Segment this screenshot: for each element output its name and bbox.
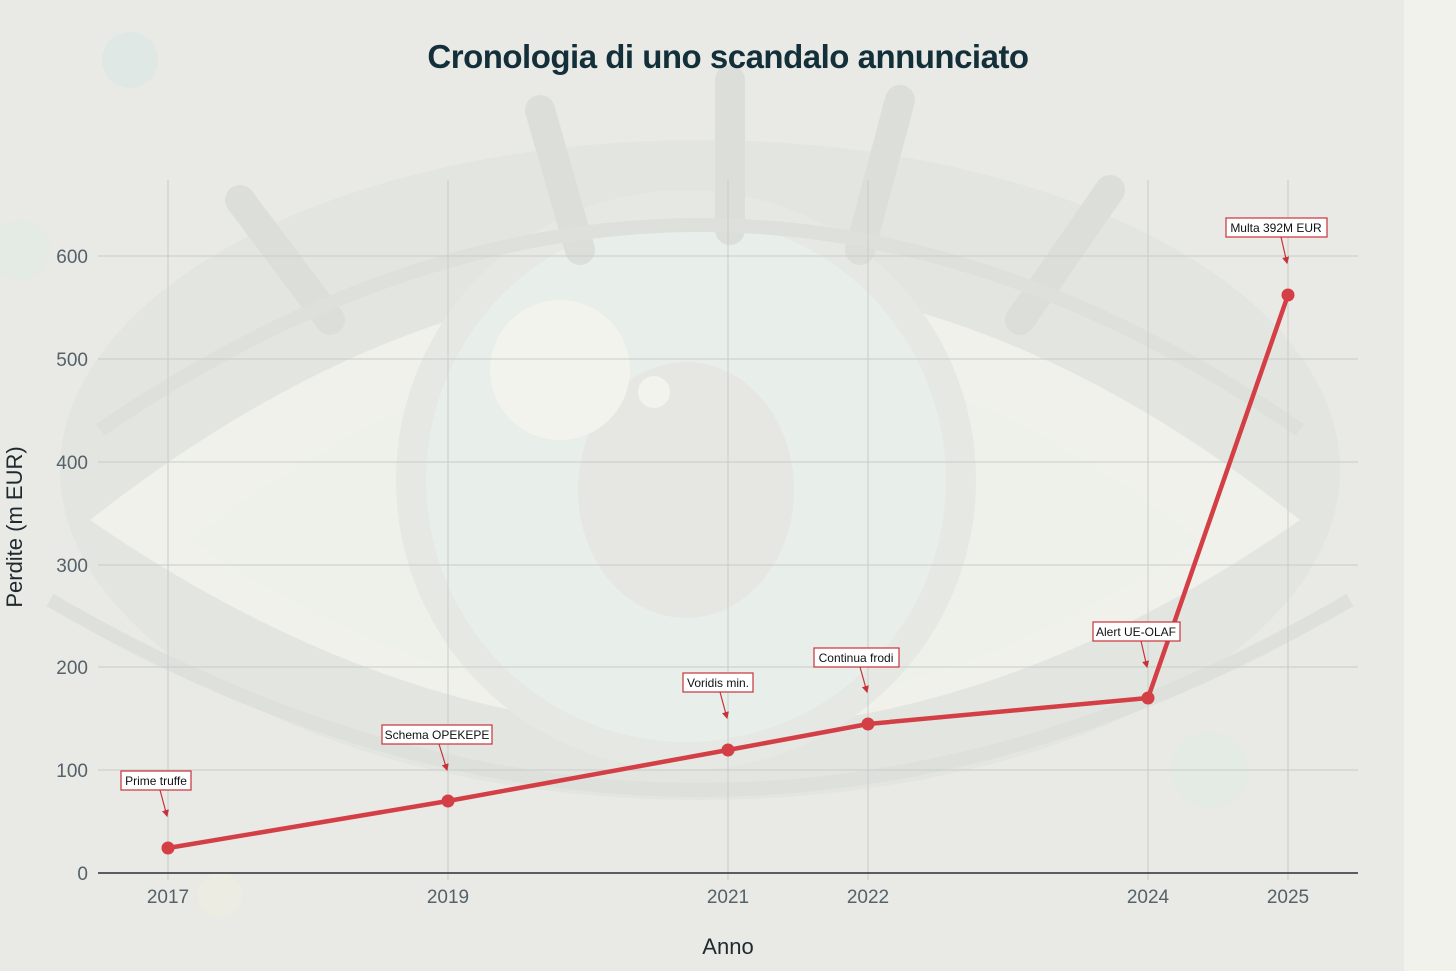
data-point-2024[interactable] <box>1141 691 1155 705</box>
x-axis-title: Anno <box>702 934 753 959</box>
annotation-2017: Prime truffe <box>120 770 192 818</box>
y-tick: 0 <box>77 864 88 885</box>
y-tick: 200 <box>56 658 88 679</box>
y-tick-labels: 0 100 200 300 400 500 600 <box>56 247 88 885</box>
data-point-2021[interactable] <box>721 743 735 757</box>
data-point-2022[interactable] <box>861 717 875 731</box>
chart-title: Cronologia di uno scandalo annunciato <box>427 38 1029 75</box>
right-margin-panel <box>1404 0 1456 971</box>
annotation-2021: Voridis min. <box>682 672 754 720</box>
annotation-label: Continua frodi <box>819 651 894 665</box>
data-markers <box>161 288 1295 855</box>
y-tick: 400 <box>56 453 88 474</box>
annotation-2025: Multa 392M EUR <box>1225 217 1328 265</box>
line-chart: 0 100 200 300 400 500 600 2017 2019 2021… <box>2 180 1358 959</box>
x-tick: 2024 <box>1127 887 1170 908</box>
annotation-2024: Alert UE-OLAF <box>1092 621 1181 669</box>
annotation-label: Multa 392M EUR <box>1230 221 1322 235</box>
annotation-label: Prime truffe <box>125 774 187 788</box>
x-gridlines <box>167 180 1289 880</box>
x-tick: 2017 <box>147 887 189 908</box>
annotation-2019: Schema OPEKEPE <box>381 724 493 772</box>
annotation-label: Schema OPEKEPE <box>385 728 490 742</box>
x-tick: 2025 <box>1267 887 1309 908</box>
annotation-label: Alert UE-OLAF <box>1096 625 1176 639</box>
x-tick-labels: 2017 2019 2021 2022 2024 2025 <box>147 887 1309 908</box>
x-tick: 2021 <box>707 887 749 908</box>
chart-canvas <box>46 65 1354 797</box>
y-tick: 500 <box>56 350 88 371</box>
y-tick: 600 <box>56 247 88 268</box>
data-point-2017[interactable] <box>161 841 175 855</box>
annotation-label: Voridis min. <box>687 676 749 690</box>
data-point-2025[interactable] <box>1281 288 1295 302</box>
y-tick: 300 <box>56 556 88 577</box>
data-point-2019[interactable] <box>441 794 455 808</box>
eye-background-illustration <box>46 65 1354 797</box>
annotation-2022: Continua frodi <box>813 647 900 694</box>
x-tick: 2019 <box>427 887 469 908</box>
y-tick: 100 <box>56 761 88 782</box>
x-tick: 2022 <box>847 887 889 908</box>
y-axis-title: Perdite (m EUR) <box>2 446 27 607</box>
